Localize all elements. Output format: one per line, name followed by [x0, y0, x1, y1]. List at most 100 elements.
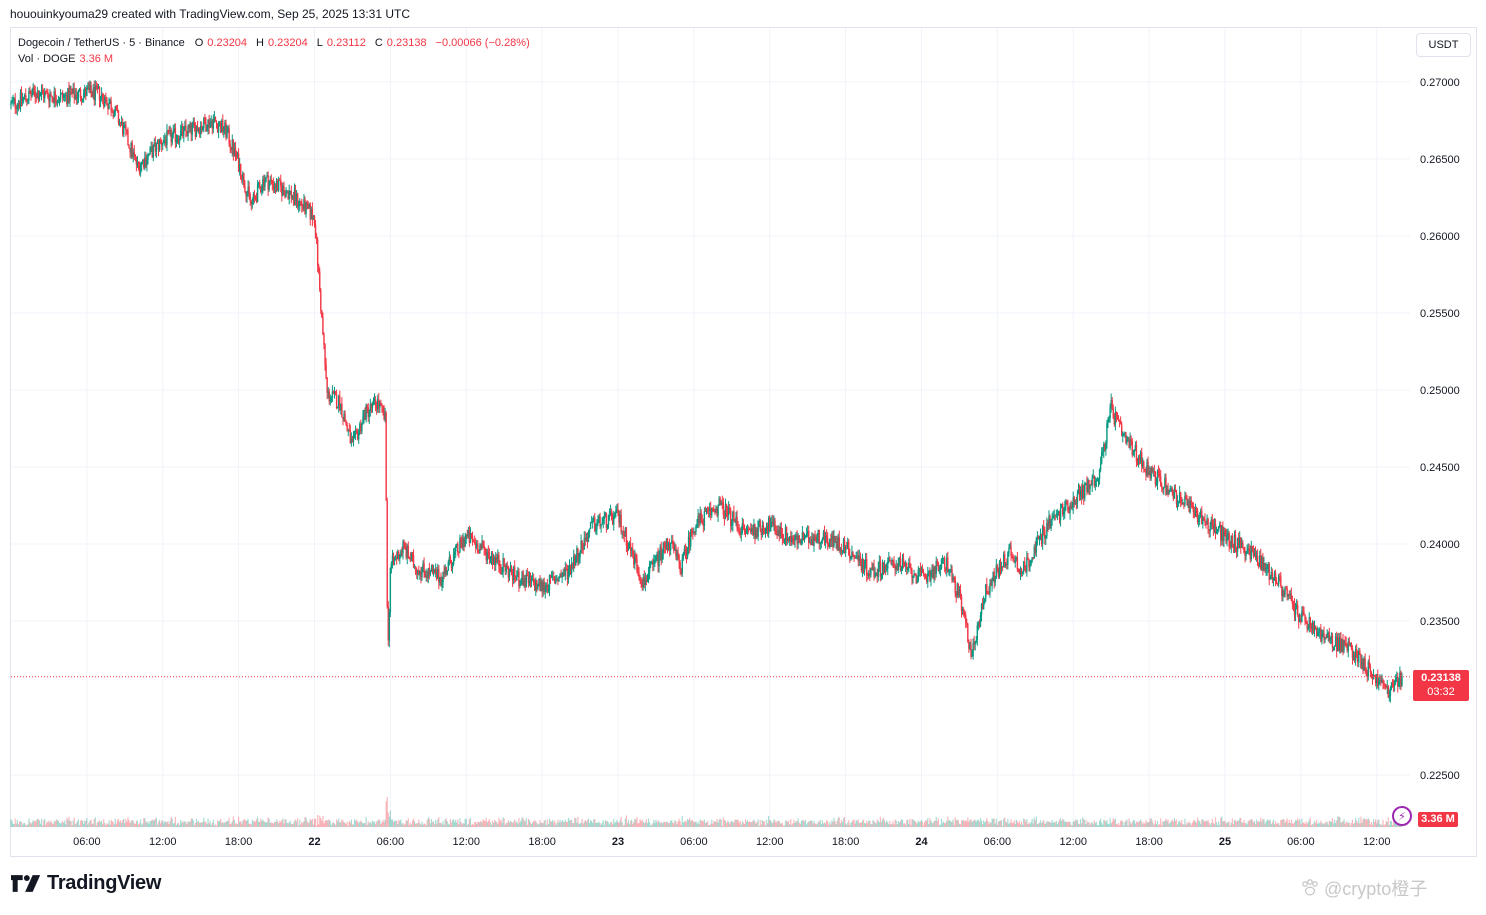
- candle-body: [1191, 502, 1193, 507]
- volume-bar: [541, 822, 543, 827]
- candle-body: [477, 543, 479, 553]
- chart-frame[interactable]: [10, 27, 1477, 857]
- volume-bar: [428, 818, 430, 827]
- volume-bar: [600, 824, 602, 827]
- candle-body: [333, 392, 336, 393]
- volume-bar: [1285, 820, 1287, 827]
- candle-body: [271, 180, 274, 185]
- volume-bar: [37, 818, 39, 827]
- candle-body: [579, 551, 581, 558]
- candle-body: [536, 580, 538, 589]
- currency-selector-button[interactable]: USDT: [1416, 33, 1471, 57]
- volume-bar: [56, 819, 58, 827]
- volume-bar: [1206, 821, 1208, 827]
- volume-bar: [1092, 824, 1094, 827]
- volume-bar: [680, 824, 682, 827]
- candle-body: [330, 397, 333, 400]
- volume-bar: [14, 818, 16, 827]
- candle-body: [489, 559, 492, 561]
- candle-body: [421, 568, 423, 578]
- volume-bar: [815, 823, 817, 827]
- candle-body: [395, 557, 398, 560]
- volume-bar: [194, 822, 197, 827]
- candle-body: [834, 536, 836, 542]
- volume-bar: [1302, 822, 1304, 827]
- volume-bar: [1376, 823, 1378, 827]
- volume-bar: [1254, 823, 1257, 827]
- candle-body: [369, 403, 372, 411]
- candle-body: [468, 530, 471, 543]
- volume-bar: [714, 821, 716, 827]
- legend-symbol[interactable]: Dogecoin / TetherUS · 5 · Binance: [18, 37, 185, 49]
- candle-body: [755, 530, 757, 538]
- candle-body: [189, 122, 191, 129]
- volume-bar: [828, 824, 830, 827]
- candle-body: [973, 642, 975, 645]
- candle-body: [942, 557, 945, 559]
- candle-body: [1273, 573, 1276, 578]
- volume-bar: [112, 822, 114, 827]
- volume-bar: [1391, 825, 1394, 827]
- volume-bar: [641, 819, 643, 827]
- volume-bar: [158, 819, 161, 827]
- volume-bar: [150, 820, 152, 827]
- candle-body: [596, 523, 598, 530]
- lightning-icon[interactable]: ⚡: [1392, 806, 1412, 826]
- candle-body: [503, 558, 505, 567]
- candle-body: [564, 568, 566, 576]
- volume-bar: [444, 819, 446, 827]
- volume-bar: [438, 816, 440, 827]
- volume-bar: [1164, 820, 1166, 827]
- volume-bar: [966, 821, 968, 827]
- tradingview-logo[interactable]: TradingView: [11, 872, 161, 895]
- volume-bar: [602, 820, 604, 827]
- candle-body: [1345, 643, 1347, 648]
- volume-bar: [117, 818, 120, 827]
- candle-body: [1132, 452, 1134, 455]
- candle-body: [287, 192, 289, 200]
- candle-body: [1280, 576, 1282, 586]
- volume-bar: [485, 817, 487, 827]
- candle-body: [1159, 476, 1162, 486]
- volume-bar: [499, 820, 501, 827]
- volume-bar: [401, 823, 403, 827]
- volume-bar: [1203, 821, 1205, 827]
- candle-body: [132, 151, 134, 158]
- volume-bar: [38, 820, 41, 827]
- candle-body: [223, 130, 225, 132]
- candle-body: [629, 543, 632, 551]
- candle-body: [718, 498, 720, 506]
- candle-body: [1255, 556, 1258, 559]
- volume-bar: [261, 821, 263, 827]
- legend-volume-label[interactable]: Vol · DOGE: [18, 53, 76, 65]
- volume-bar: [592, 823, 594, 827]
- candle-body: [824, 535, 827, 542]
- candle-body: [88, 87, 90, 91]
- volume-bar: [168, 824, 170, 827]
- candle-body: [285, 193, 287, 198]
- volume-bar: [576, 822, 578, 827]
- candle-body: [157, 141, 160, 150]
- volume-bar: [358, 823, 360, 827]
- volume-bar: [232, 816, 234, 827]
- volume-bar: [581, 818, 583, 827]
- candle-body: [1389, 687, 1392, 697]
- candle-body: [1362, 661, 1364, 671]
- candle-body: [1060, 504, 1063, 508]
- candle-body: [799, 539, 801, 544]
- volume-bar: [677, 821, 679, 827]
- volume-bar: [867, 823, 869, 827]
- candle-body: [958, 589, 961, 595]
- volume-bar: [1279, 825, 1281, 827]
- candle-body: [71, 92, 73, 94]
- volume-bar: [1212, 822, 1214, 827]
- candle-body: [140, 161, 143, 166]
- volume-bar: [904, 823, 906, 827]
- candle-body: [726, 512, 729, 516]
- volume-bar: [1154, 820, 1157, 827]
- volume-bar: [1242, 822, 1244, 827]
- volume-bar: [1350, 823, 1353, 827]
- candle-body: [1275, 581, 1278, 584]
- candle-body: [305, 202, 307, 214]
